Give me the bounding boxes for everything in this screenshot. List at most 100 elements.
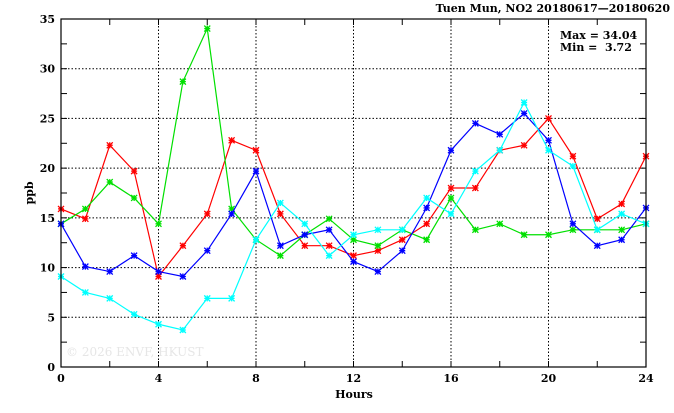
data-point-blue (618, 236, 626, 244)
data-point-cyan (203, 294, 211, 302)
data-point-red (155, 273, 162, 280)
data-point-cyan (447, 210, 455, 218)
data-point-cyan (350, 231, 357, 239)
data-point-green (569, 226, 577, 234)
data-point-green (350, 236, 357, 244)
data-point-green (618, 226, 626, 234)
data-point-red (471, 184, 479, 192)
data-point-red (81, 215, 89, 223)
data-point-blue (423, 204, 431, 212)
y-tick-label: 20 (40, 162, 56, 175)
data-point-cyan (155, 320, 162, 328)
data-point-cyan (496, 146, 504, 154)
data-point-green (374, 242, 382, 250)
data-point-green (496, 220, 504, 228)
data-point-blue (520, 109, 528, 117)
data-point-cyan (276, 199, 284, 207)
data-point-red (130, 167, 138, 175)
data-point-red (447, 184, 455, 192)
y-tick-label: 0 (47, 361, 55, 374)
max-annotation: Max = 34.04 (560, 29, 638, 42)
data-point-red (350, 252, 357, 260)
y-tick-label: 25 (40, 112, 55, 125)
data-point-cyan (520, 99, 528, 106)
data-point-green (81, 205, 89, 213)
y-tick-label: 35 (40, 13, 55, 26)
data-point-cyan (106, 294, 114, 302)
y-tick-label: 15 (40, 212, 55, 225)
data-point-cyan (228, 294, 236, 302)
data-point-green (130, 194, 138, 202)
data-point-cyan (423, 194, 431, 202)
data-point-cyan (618, 210, 626, 218)
data-point-cyan (471, 167, 479, 175)
min-annotation: Min = 3.72 (560, 41, 632, 54)
data-point-cyan (179, 326, 187, 334)
data-point-blue (106, 268, 114, 276)
data-point-red (325, 242, 333, 250)
data-point-green (325, 215, 333, 223)
data-point-red (276, 210, 284, 218)
data-point-blue (398, 247, 406, 255)
watermark: © 2026 ENVF, HKUST (66, 345, 204, 359)
data-point-red (423, 220, 431, 228)
data-point-blue (569, 220, 577, 228)
x-tick-label: 20 (541, 372, 557, 385)
data-point-blue (252, 167, 260, 175)
data-point-red (179, 242, 187, 250)
data-point-blue (593, 242, 601, 250)
x-axis-label: Hours (335, 388, 373, 401)
data-point-green (228, 205, 236, 213)
data-point-red (301, 242, 309, 250)
data-point-red (106, 141, 114, 149)
series-blue (57, 109, 650, 280)
data-point-cyan (398, 226, 406, 234)
data-point-green (203, 25, 211, 33)
x-tick-label: 4 (155, 372, 163, 385)
data-point-blue (203, 247, 211, 255)
x-tick-label: 16 (443, 372, 459, 385)
data-point-cyan (325, 252, 333, 260)
series-group (57, 25, 650, 334)
data-point-blue (276, 242, 284, 250)
data-point-blue (496, 130, 504, 138)
data-point-blue (228, 210, 236, 218)
y-axis-label: ppb (23, 181, 36, 204)
data-point-red (569, 152, 577, 160)
data-point-blue (130, 252, 138, 260)
data-point-blue (301, 231, 309, 239)
x-tick-label: 12 (346, 372, 361, 385)
data-point-cyan (593, 226, 601, 234)
data-point-green (545, 231, 552, 239)
chart-title: Tuen Mun, NO2 20180617—20180620 (436, 2, 671, 15)
x-tick-label: 0 (57, 372, 65, 385)
data-point-red (618, 200, 626, 208)
data-point-blue (447, 146, 455, 154)
data-point-red (374, 247, 382, 255)
data-point-green (179, 78, 187, 86)
data-point-red (520, 141, 528, 149)
data-point-blue (374, 268, 382, 276)
data-point-blue (545, 136, 552, 144)
y-tick-label: 30 (40, 63, 56, 76)
x-tick-label: 8 (252, 372, 260, 385)
data-point-green (471, 226, 479, 234)
series-red (57, 114, 650, 280)
data-point-blue (471, 119, 479, 127)
data-point-red (228, 136, 236, 144)
data-point-green (423, 236, 431, 244)
data-point-cyan (569, 162, 577, 170)
data-point-blue (155, 268, 162, 276)
y-tick-label: 5 (47, 311, 55, 324)
data-point-red (398, 236, 406, 244)
data-point-green (106, 178, 114, 186)
data-point-cyan (301, 220, 309, 228)
plot-frame (60, 18, 647, 368)
grid (61, 19, 646, 367)
data-point-red (203, 210, 211, 218)
x-tick-label: 24 (638, 372, 654, 385)
data-point-red (545, 114, 552, 122)
data-point-cyan (374, 226, 382, 234)
data-point-cyan (130, 310, 138, 318)
data-point-cyan (545, 146, 552, 154)
